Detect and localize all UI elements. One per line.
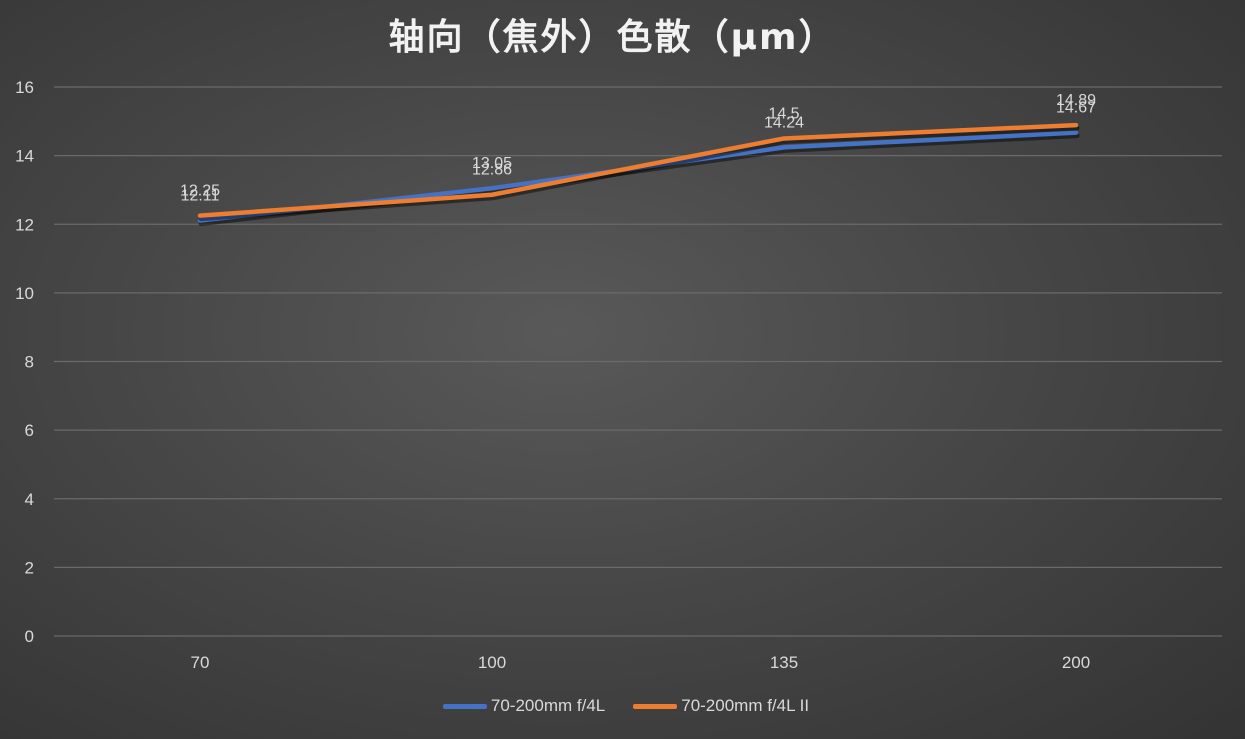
x-tick-label: 100 [478, 653, 506, 672]
y-tick-label: 4 [25, 490, 34, 509]
legend-label: 70-200mm f/4L [490, 696, 606, 715]
data-label: 13.05 [472, 155, 512, 172]
data-label: 14.89 [1056, 92, 1096, 109]
data-label: 12.25 [180, 183, 220, 200]
y-tick-label: 12 [15, 215, 34, 234]
legend-item: 70-200mm f/4L II [633, 696, 809, 716]
y-tick-label: 0 [25, 627, 34, 646]
data-label: 14.5 [768, 105, 799, 122]
y-tick-label: 10 [15, 284, 34, 303]
data-label: 14.24 [764, 114, 804, 131]
legend-label: 70-200mm f/4L II [681, 696, 810, 715]
y-tick-label: 8 [25, 353, 34, 372]
y-tick-label: 2 [25, 558, 34, 577]
x-tick-label: 70 [191, 653, 210, 672]
y-tick-label: 14 [15, 147, 34, 166]
series-line-shadow [198, 125, 1080, 222]
x-tick-label: 200 [1062, 653, 1090, 672]
data-label: 12.11 [181, 187, 220, 204]
legend-swatch [442, 703, 487, 709]
legend-item: 70-200mm f/4L [442, 696, 606, 716]
data-label: 14.67 [1056, 100, 1096, 117]
y-tick-label: 6 [25, 421, 34, 440]
chart-title: 轴向（焦外）色散（μm） [388, 17, 837, 58]
x-tick-label: 135 [770, 653, 798, 672]
legend-swatch [633, 703, 678, 709]
series-line [197, 122, 1079, 218]
y-tick-label: 16 [15, 78, 34, 97]
legend: 70-200mm f/4L 70-200mm f/4L II [0, 696, 1245, 716]
data-label: 12.86 [472, 162, 512, 179]
